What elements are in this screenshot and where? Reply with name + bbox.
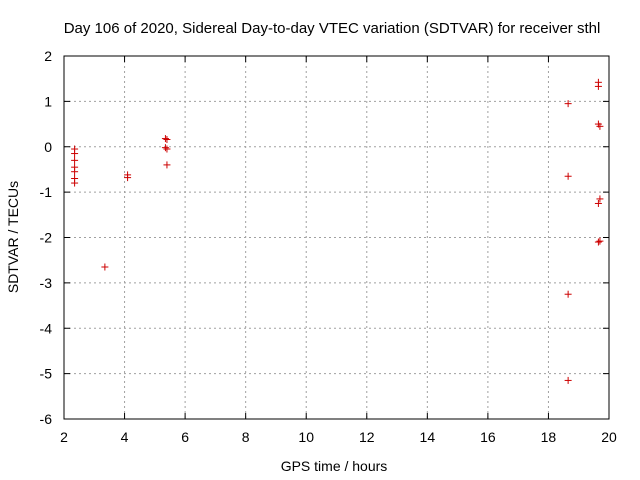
x-tick-label: 6 <box>181 429 189 445</box>
chart-title: Day 106 of 2020, Sidereal Day-to-day VTE… <box>64 20 601 37</box>
y-tick-label: 2 <box>44 48 52 64</box>
data-point <box>71 168 79 176</box>
grid <box>64 56 609 419</box>
x-tick-label: 18 <box>541 429 557 445</box>
data-points <box>71 78 604 384</box>
y-tick-label: -3 <box>40 275 53 291</box>
x-tick-label: 14 <box>420 429 436 445</box>
data-point <box>71 156 79 164</box>
data-point <box>71 150 79 158</box>
x-tick-label: 4 <box>121 429 129 445</box>
data-point <box>594 82 602 90</box>
data-point <box>163 135 171 143</box>
data-point <box>564 290 572 298</box>
x-tick-label: 12 <box>359 429 375 445</box>
data-point <box>564 376 572 384</box>
x-tick-label: 16 <box>480 429 496 445</box>
data-point <box>101 263 109 271</box>
y-tick-label: -2 <box>40 230 53 246</box>
data-point <box>594 238 602 246</box>
y-tick-label: 1 <box>44 93 52 109</box>
y-axis-label: SDTVAR / TECUs <box>5 181 21 293</box>
data-point <box>71 179 79 187</box>
data-point <box>161 135 169 143</box>
y-tick-label: -1 <box>40 184 53 200</box>
data-point <box>594 199 602 207</box>
data-point <box>596 122 604 130</box>
y-tick-label: -5 <box>40 366 53 382</box>
data-point <box>564 100 572 108</box>
x-tick-label: 2 <box>60 429 68 445</box>
data-point <box>163 161 171 169</box>
data-point <box>124 174 132 182</box>
y-tick-label: 0 <box>44 139 52 155</box>
data-point <box>161 144 169 152</box>
data-point <box>163 145 171 153</box>
y-tick-label: -6 <box>40 411 53 427</box>
data-point <box>596 195 604 203</box>
x-tick-label: 20 <box>601 429 617 445</box>
data-point <box>596 237 604 245</box>
x-tick-label: 8 <box>242 429 250 445</box>
data-point <box>564 172 572 180</box>
x-axis-label: GPS time / hours <box>281 458 388 474</box>
y-tick-label: -4 <box>40 320 53 336</box>
x-tick-label: 10 <box>298 429 314 445</box>
